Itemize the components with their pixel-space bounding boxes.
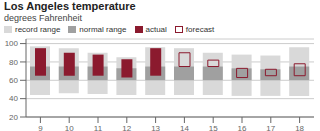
html-text:normal range: normal range [79,25,127,34]
svg-text:12: 12 [122,124,131,131]
svg-text:11: 11 [94,124,103,131]
html-text:record range: record range [15,25,61,34]
svg-text:100: 100 [8,39,19,48]
svg-text:14: 14 [180,124,189,131]
svg-text:10: 10 [65,124,74,131]
html-text:degrees Fahrenheit: degrees Fahrenheit [4,13,83,23]
svg-text:17: 17 [266,124,275,131]
svg-text:9: 9 [38,124,43,131]
svg-text:60: 60 [9,76,18,85]
svg-text:80: 80 [9,58,18,67]
svg-text:18: 18 [295,124,304,131]
svg-text:20: 20 [9,113,18,122]
html-text:forecast: forecast [185,25,215,34]
html-text:actual: actual [145,25,167,34]
svg-text:15: 15 [209,124,218,131]
svg-text:40: 40 [9,94,18,103]
svg-text:13: 13 [151,124,160,131]
svg-text:16: 16 [238,124,247,131]
html-text:Los Angeles temperature: Los Angeles temperature [4,0,136,12]
